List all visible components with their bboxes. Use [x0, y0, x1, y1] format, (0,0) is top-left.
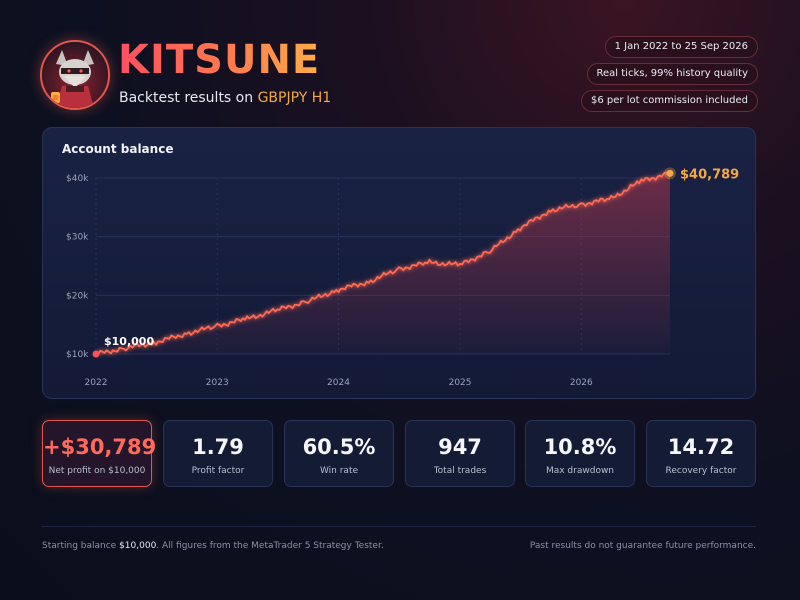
- stat-card-recovery-factor: 14.72 Recovery factor: [646, 420, 756, 487]
- commission-badge: $6 per lot commission included: [581, 90, 758, 112]
- start-point-marker: [92, 350, 100, 358]
- end-point-marker: [666, 169, 674, 177]
- starting-balance-amount: $10,000: [119, 541, 157, 551]
- x-tick-label: 2023: [206, 378, 229, 388]
- brand-title: KITSUNE: [118, 37, 321, 83]
- instrument-label: GBPJPY H1: [257, 90, 332, 106]
- start-value-label: $10,000: [104, 335, 154, 348]
- stat-card-win-rate: 60.5% Win rate: [284, 420, 394, 487]
- stat-card-max-drawdown: 10.8% Max drawdown: [525, 420, 635, 487]
- x-tick-label: 2025: [449, 378, 472, 388]
- stat-card-profit-factor: 1.79 Profit factor: [163, 420, 273, 487]
- footer-note: Starting balance $10,000. All figures fr…: [42, 541, 384, 551]
- stat-card-net-profit: +$30,789 Net profit on $10,000: [42, 420, 157, 487]
- x-tick-label: 2026: [570, 378, 593, 388]
- footer-divider: [42, 526, 756, 527]
- date-range-badge: 1 Jan 2022 to 25 Sep 2026: [604, 36, 758, 58]
- stat-label: Total trades: [433, 466, 487, 476]
- stat-label: Win rate: [319, 466, 359, 476]
- x-tick-label: 2024: [327, 378, 350, 388]
- stat-value: 1.79: [192, 435, 244, 459]
- footer-suffix: . All figures from the MetaTrader 5 Stra…: [156, 541, 384, 551]
- stat-label: Max drawdown: [545, 466, 615, 476]
- balance-chart: $10k $20k $30k $40k 2022 2023 2024 2025 2026 $10,…: [66, 167, 739, 388]
- stat-label: Net profit on $10,000: [48, 466, 146, 476]
- stat-value: 60.5%: [302, 435, 376, 459]
- y-tick-label: $10k: [66, 350, 89, 360]
- y-tick-label: $30k: [66, 233, 89, 243]
- stat-card-total-trades: 947 Total trades: [405, 420, 515, 487]
- fox-ninja-icon: [42, 42, 108, 108]
- fox-logo-avatar: [40, 40, 110, 110]
- tick-quality-badge: Real ticks, 99% history quality: [586, 63, 758, 85]
- end-value-label: $40,789: [680, 167, 739, 182]
- chart-title: Account balance: [62, 142, 174, 156]
- stat-value: +$30,789: [43, 435, 157, 459]
- y-tick-label: $20k: [66, 291, 89, 301]
- stat-value: 947: [438, 435, 482, 459]
- footer-prefix: Starting balance: [42, 541, 117, 551]
- disclaimer-text: Past results do not guarantee future per…: [529, 541, 756, 551]
- balance-area: [96, 172, 670, 355]
- subtitle-text: Backtest results on: [119, 90, 254, 106]
- page-subtitle: Backtest results on GBPJPY H1: [119, 90, 331, 106]
- y-tick-label: $40k: [66, 174, 89, 184]
- stat-value: 14.72: [667, 435, 735, 459]
- x-tick-label: 2022: [85, 378, 108, 388]
- stat-label: Recovery factor: [665, 466, 737, 476]
- stat-label: Profit factor: [191, 466, 245, 476]
- balance-line: [95, 171, 671, 356]
- stat-value: 10.8%: [543, 435, 617, 459]
